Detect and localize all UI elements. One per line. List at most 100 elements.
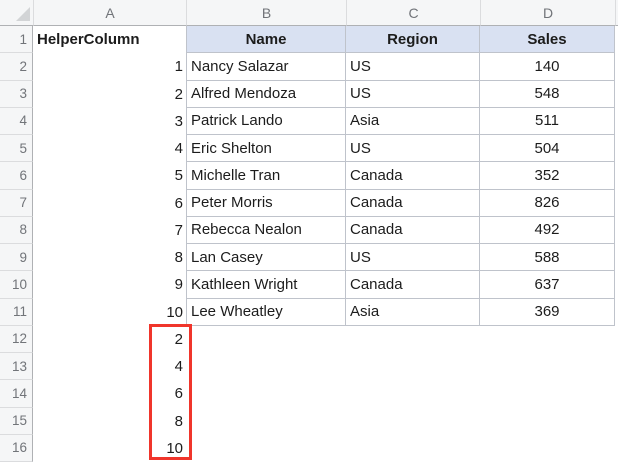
row-header-15[interactable]: 15	[0, 407, 33, 435]
sheet-edge-sliver	[615, 353, 618, 381]
row-header-13[interactable]: 13	[0, 353, 33, 381]
cell-C4[interactable]: Asia	[346, 107, 480, 135]
cell-A1[interactable]: HelperColumn	[33, 26, 186, 54]
cell-D4[interactable]: 511	[480, 107, 615, 135]
cell-A11[interactable]: 10	[33, 298, 186, 326]
column-header-A[interactable]: A	[33, 0, 186, 26]
cell-C6[interactable]: Canada	[346, 162, 480, 190]
cell-A3[interactable]: 2	[33, 80, 186, 108]
cell-A5[interactable]: 4	[33, 135, 186, 163]
cell-D11[interactable]: 369	[480, 298, 615, 326]
cell-D6[interactable]: 352	[480, 162, 615, 190]
column-header-C[interactable]: C	[346, 0, 480, 26]
sheet-edge-sliver	[615, 26, 618, 54]
row-header-14[interactable]: 14	[0, 380, 33, 408]
row-header-3[interactable]: 3	[0, 80, 33, 108]
sheet-edge-sliver	[615, 53, 618, 81]
cell-A2[interactable]: 1	[33, 53, 186, 81]
row-header-5[interactable]: 5	[0, 135, 33, 163]
cell-A15[interactable]: 8	[33, 407, 186, 435]
cell-B13[interactable]	[186, 353, 346, 381]
cell-A9[interactable]: 8	[33, 244, 186, 272]
cell-D8[interactable]: 492	[480, 216, 615, 244]
cell-A10[interactable]: 9	[33, 271, 186, 299]
column-header-B[interactable]: B	[186, 0, 346, 26]
column-header-edge-sliver	[615, 0, 618, 26]
cell-C7[interactable]: Canada	[346, 189, 480, 217]
cell-B10[interactable]: Kathleen Wright	[186, 271, 346, 299]
sheet-edge-sliver	[615, 325, 618, 353]
row-header-7[interactable]: 7	[0, 189, 33, 217]
sheet-edge-sliver	[615, 380, 618, 408]
cell-B11[interactable]: Lee Wheatley	[186, 298, 346, 326]
column-header-D[interactable]: D	[480, 0, 615, 26]
cell-D9[interactable]: 588	[480, 244, 615, 272]
cell-C13[interactable]	[346, 353, 480, 381]
cell-C15[interactable]	[346, 407, 480, 435]
cell-C14[interactable]	[346, 380, 480, 408]
cell-B8[interactable]: Rebecca Nealon	[186, 216, 346, 244]
sheet-edge-sliver	[615, 298, 618, 326]
cell-D16[interactable]	[480, 434, 615, 462]
cell-C8[interactable]: Canada	[346, 216, 480, 244]
sheet-edge-sliver	[615, 407, 618, 435]
row-header-11[interactable]: 11	[0, 298, 33, 326]
cell-B9[interactable]: Lan Casey	[186, 244, 346, 272]
sheet-edge-sliver	[615, 135, 618, 163]
cell-B4[interactable]: Patrick Lando	[186, 107, 346, 135]
cell-A8[interactable]: 7	[33, 216, 186, 244]
cell-D3[interactable]: 548	[480, 80, 615, 108]
row-header-4[interactable]: 4	[0, 107, 33, 135]
cell-A16[interactable]: 10	[33, 434, 186, 462]
cell-C5[interactable]: US	[346, 135, 480, 163]
cell-A4[interactable]: 3	[33, 107, 186, 135]
cell-C9[interactable]: US	[346, 244, 480, 272]
cell-B14[interactable]	[186, 380, 346, 408]
cell-D12[interactable]	[480, 325, 615, 353]
cell-C1[interactable]: Region	[346, 26, 480, 54]
cell-D14[interactable]	[480, 380, 615, 408]
cell-B1[interactable]: Name	[186, 26, 346, 54]
cell-D2[interactable]: 140	[480, 53, 615, 81]
row-header-12[interactable]: 12	[0, 325, 33, 353]
row-header-1[interactable]: 1	[0, 26, 33, 54]
cell-B12[interactable]	[186, 325, 346, 353]
cell-B16[interactable]	[186, 434, 346, 462]
row-header-8[interactable]: 8	[0, 216, 33, 244]
sheet-edge-sliver	[615, 80, 618, 108]
sheet-edge-sliver	[615, 107, 618, 135]
row-header-2[interactable]: 2	[0, 53, 33, 81]
cell-D7[interactable]: 826	[480, 189, 615, 217]
sheet-edge-sliver	[615, 216, 618, 244]
cell-A14[interactable]: 6	[33, 380, 186, 408]
cell-C12[interactable]	[346, 325, 480, 353]
cell-B5[interactable]: Eric Shelton	[186, 135, 346, 163]
cell-B3[interactable]: Alfred Mendoza	[186, 80, 346, 108]
cell-D13[interactable]	[480, 353, 615, 381]
cell-D1[interactable]: Sales	[480, 26, 615, 54]
cell-C2[interactable]: US	[346, 53, 480, 81]
cell-D5[interactable]: 504	[480, 135, 615, 163]
cell-B6[interactable]: Michelle Tran	[186, 162, 346, 190]
cell-B2[interactable]: Nancy Salazar	[186, 53, 346, 81]
cell-A12[interactable]: 2	[33, 325, 186, 353]
cell-D15[interactable]	[480, 407, 615, 435]
cell-B7[interactable]: Peter Morris	[186, 189, 346, 217]
row-header-9[interactable]: 9	[0, 244, 33, 272]
cell-C16[interactable]	[346, 434, 480, 462]
cell-D10[interactable]: 637	[480, 271, 615, 299]
cell-B15[interactable]	[186, 407, 346, 435]
cell-C11[interactable]: Asia	[346, 298, 480, 326]
row-header-16[interactable]: 16	[0, 434, 33, 462]
cell-A13[interactable]: 4	[33, 353, 186, 381]
select-all-corner[interactable]	[0, 0, 33, 26]
cell-C10[interactable]: Canada	[346, 271, 480, 299]
cell-A6[interactable]: 5	[33, 162, 186, 190]
cell-C3[interactable]: US	[346, 80, 480, 108]
sheet-edge-sliver	[615, 189, 618, 217]
row-header-10[interactable]: 10	[0, 271, 33, 299]
row-header-6[interactable]: 6	[0, 162, 33, 190]
cell-A7[interactable]: 6	[33, 189, 186, 217]
